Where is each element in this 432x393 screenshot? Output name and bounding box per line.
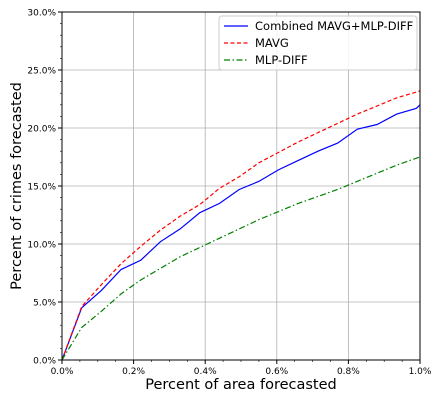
legend-box bbox=[218, 15, 418, 71]
series-lines bbox=[61, 90, 421, 361]
y-tick-label: 25.0% bbox=[27, 67, 56, 77]
y-tick-label: 10.0% bbox=[27, 241, 56, 251]
series-line bbox=[61, 90, 421, 361]
plot-frame bbox=[61, 11, 421, 361]
legend-label: MAVG bbox=[255, 36, 289, 50]
x-axis-label: Percent of area forecasted bbox=[145, 377, 336, 393]
y-tick-label: 0.0% bbox=[33, 357, 56, 367]
y-tick-label: 5.0% bbox=[33, 299, 56, 309]
x-tick-label: 0.8% bbox=[337, 367, 360, 377]
y-tick-label: 30.0% bbox=[27, 9, 56, 19]
legend-label: MLP-DIFF bbox=[255, 53, 308, 67]
ticks: 0.0% 0.2% 0.4% 0.6% 0.8% 1.0% 0.0% 5.0% 10.0% 15.… bbox=[27, 9, 431, 378]
x-tick-label: 0.2% bbox=[122, 367, 145, 377]
x-tick-label: 1.0% bbox=[409, 367, 432, 377]
legend-label: Combined MAVG+MLP-DIFF bbox=[255, 19, 413, 33]
x-tick-label: 0.6% bbox=[265, 367, 288, 377]
y-axis-label: Percent of crimes forecasted bbox=[9, 82, 25, 290]
y-tick-label: 20.0% bbox=[27, 125, 56, 135]
x-tick-label: 0.0% bbox=[51, 367, 74, 377]
series-line bbox=[61, 104, 421, 361]
x-tick-label: 0.4% bbox=[194, 367, 217, 377]
series-line bbox=[61, 156, 421, 361]
y-tick-label: 15.0% bbox=[27, 183, 56, 193]
legend: Combined MAVG+MLP-DIFF MAVG MLP-DIFF bbox=[218, 15, 418, 71]
